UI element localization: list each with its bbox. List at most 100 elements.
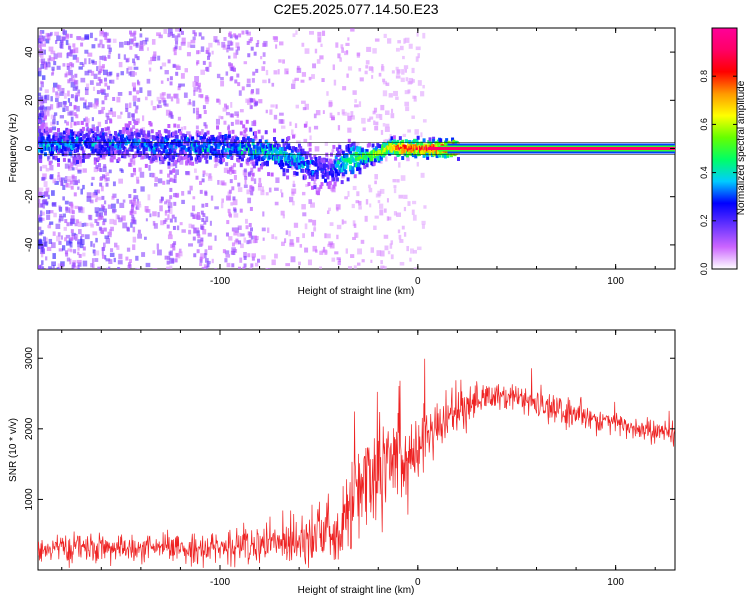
heatmap-ridge-cell xyxy=(328,158,332,163)
heatmap-ridge-cell xyxy=(124,123,128,128)
heatmap-streak xyxy=(231,242,235,247)
heatmap-x-tick-label: -100 xyxy=(210,276,230,287)
heatmap-speckle xyxy=(334,251,339,255)
heatmap-ridge-cell xyxy=(347,138,351,143)
heatmap-speckle xyxy=(139,87,143,93)
snr-y-tick-label: 1000 xyxy=(24,488,35,511)
heatmap-speckle xyxy=(54,180,59,185)
heatmap-streak xyxy=(99,182,103,187)
heatmap-ridge-cell xyxy=(119,141,123,146)
heatmap-ridge-cell xyxy=(54,136,58,141)
heatmap-speckle xyxy=(69,242,73,248)
heatmap-streak xyxy=(135,268,139,269)
heatmap-ridge-cell xyxy=(322,163,326,168)
heatmap-speckle xyxy=(84,99,87,106)
heatmap-ridge-cell xyxy=(255,161,259,166)
heatmap-ridge-cell xyxy=(329,167,333,172)
heatmap-speckle xyxy=(132,226,136,233)
heatmap-ridge-cell xyxy=(165,149,169,154)
heatmap-ridge-cell xyxy=(227,133,231,138)
heatmap-ridge-cell xyxy=(150,145,154,150)
heatmap-streak xyxy=(227,208,231,213)
heatmap-speckle xyxy=(45,237,48,243)
heatmap-ridge-cell xyxy=(456,156,460,161)
heatmap-ridge-cell xyxy=(340,168,344,173)
heatmap-streak xyxy=(70,202,74,207)
heatmap-speckle xyxy=(294,77,299,81)
heatmap-streak xyxy=(207,55,211,60)
heatmap-speckle xyxy=(67,176,73,182)
heatmap-speckle xyxy=(191,224,195,229)
heatmap-ridge-cell xyxy=(201,139,205,144)
heatmap-streak xyxy=(134,109,138,114)
heatmap-streak xyxy=(100,229,104,234)
heatmap-speckle xyxy=(239,257,243,263)
heatmap-speckle xyxy=(104,178,108,182)
heatmap-speckle xyxy=(200,239,204,246)
heatmap-ridge-cell xyxy=(110,151,114,156)
heatmap-speckle xyxy=(73,180,78,186)
heatmap-ridge-cell xyxy=(429,141,433,146)
heatmap-speckle xyxy=(41,244,44,249)
heatmap-speckle xyxy=(383,208,387,213)
heatmap-speckle xyxy=(113,257,116,263)
heatmap-speckle xyxy=(200,253,205,259)
heatmap-ridge-cell xyxy=(169,144,173,149)
heatmap-ridge-cell xyxy=(239,163,243,168)
heatmap-speckle xyxy=(140,186,145,192)
heatmap-streak xyxy=(72,159,76,164)
heatmap-speckle xyxy=(368,187,373,193)
heatmap-ridge-cell xyxy=(123,127,127,132)
heatmap-speckle xyxy=(139,171,145,178)
heatmap-speckle xyxy=(130,70,135,77)
heatmap-ridge-cell xyxy=(47,134,51,139)
heatmap-ridge-cell xyxy=(129,144,133,149)
heatmap-speckle xyxy=(112,193,117,198)
heatmap-ridge-cell xyxy=(75,148,79,153)
heatmap-speckle xyxy=(91,176,95,181)
heatmap-speckle xyxy=(243,184,248,189)
heatmap-speckle xyxy=(324,250,328,254)
heatmap-speckle xyxy=(45,167,50,172)
colorbar: 0.00.20.40.60.8 Normalized spectral ampl… xyxy=(699,27,747,275)
heatmap-streak xyxy=(169,111,173,116)
heatmap-speckle xyxy=(85,118,90,123)
heatmap-ridge-cell xyxy=(102,135,106,140)
heatmap-speckle xyxy=(48,46,54,52)
heatmap-speckle xyxy=(190,44,196,49)
heatmap-speckle xyxy=(157,211,160,218)
heatmap-speckle xyxy=(384,110,390,115)
heatmap-speckle xyxy=(263,40,268,47)
heatmap-speckle xyxy=(66,136,72,143)
heatmap-ridge-cell xyxy=(451,137,455,142)
heatmap-speckle xyxy=(92,243,96,248)
heatmap-speckle xyxy=(326,210,330,215)
heatmap-speckle xyxy=(371,66,374,73)
snr-y-label: SNR (10 * v/v) xyxy=(8,418,19,482)
heatmap-speckle xyxy=(180,83,185,87)
heatmap-speckle xyxy=(183,126,187,130)
heatmap-ridge-cell xyxy=(179,131,183,136)
heatmap-ridge-cell xyxy=(117,132,121,137)
heatmap-ridge-cell xyxy=(446,152,450,157)
heatmap-ridge-cell xyxy=(319,161,323,166)
heatmap-speckle xyxy=(261,66,266,71)
heatmap-speckle xyxy=(116,74,119,80)
heatmap-speckle xyxy=(178,46,182,51)
heatmap-speckle xyxy=(67,111,73,116)
heatmap-ridge-cell xyxy=(413,138,417,143)
heatmap-speckle xyxy=(159,66,163,70)
heatmap-streak xyxy=(196,107,200,112)
heatmap-speckle xyxy=(217,41,221,46)
heatmap-speckle xyxy=(410,248,414,254)
heatmap-speckle xyxy=(291,83,296,89)
heatmap-speckle xyxy=(166,179,171,185)
heatmap-streak xyxy=(73,112,77,117)
heatmap-speckle xyxy=(192,100,196,107)
heatmap-ridge-cell xyxy=(389,139,393,144)
heatmap-speckle xyxy=(233,52,237,59)
heatmap-ridge-cell xyxy=(125,127,129,132)
heatmap-speckle xyxy=(118,253,123,260)
heatmap-ridge-cell xyxy=(385,150,389,155)
heatmap-ridge-cell xyxy=(99,131,103,136)
